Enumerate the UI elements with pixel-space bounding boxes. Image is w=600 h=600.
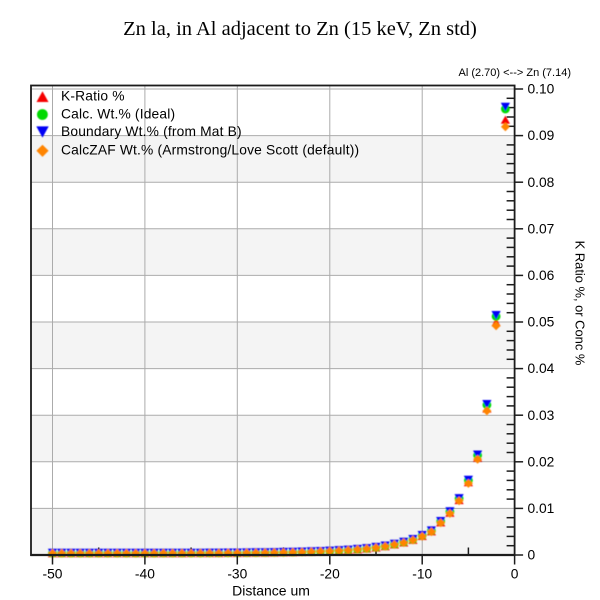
svg-text:0.08: 0.08 xyxy=(528,175,555,190)
svg-text:0.04: 0.04 xyxy=(528,361,555,376)
svg-text:0.10: 0.10 xyxy=(528,82,555,97)
svg-text:Al (2.70) <--> Zn (7.14): Al (2.70) <--> Zn (7.14) xyxy=(459,67,572,79)
svg-text:0: 0 xyxy=(511,566,519,581)
svg-text:Boundary Wt.% (from Mat B): Boundary Wt.% (from Mat B) xyxy=(61,124,242,139)
svg-text:-50: -50 xyxy=(43,566,63,581)
svg-text:K-Ratio %: K-Ratio % xyxy=(61,89,125,104)
svg-text:0.03: 0.03 xyxy=(528,408,555,423)
svg-text:0.09: 0.09 xyxy=(528,128,555,143)
svg-text:0.07: 0.07 xyxy=(528,221,555,236)
svg-text:Distance um: Distance um xyxy=(232,583,310,599)
svg-text:0.06: 0.06 xyxy=(528,268,555,283)
svg-text:-10: -10 xyxy=(412,566,432,581)
svg-text:Calc. Wt.% (Ideal): Calc. Wt.% (Ideal) xyxy=(61,106,175,121)
svg-text:K Ratio %, or Conc %: K Ratio %, or Conc % xyxy=(573,241,588,366)
svg-text:0.01: 0.01 xyxy=(528,501,555,516)
svg-text:0.02: 0.02 xyxy=(528,454,555,469)
svg-text:CalcZAF Wt.% (Armstrong/Love S: CalcZAF Wt.% (Armstrong/Love Scott (defa… xyxy=(61,143,359,158)
svg-text:-20: -20 xyxy=(320,566,340,581)
svg-text:-30: -30 xyxy=(227,566,247,581)
svg-text:0: 0 xyxy=(528,548,536,563)
svg-text:-40: -40 xyxy=(135,566,155,581)
svg-text:0.05: 0.05 xyxy=(528,315,555,330)
svg-text:Zn la, in Al adjacent to Zn (1: Zn la, in Al adjacent to Zn (15 keV, Zn … xyxy=(123,18,477,40)
